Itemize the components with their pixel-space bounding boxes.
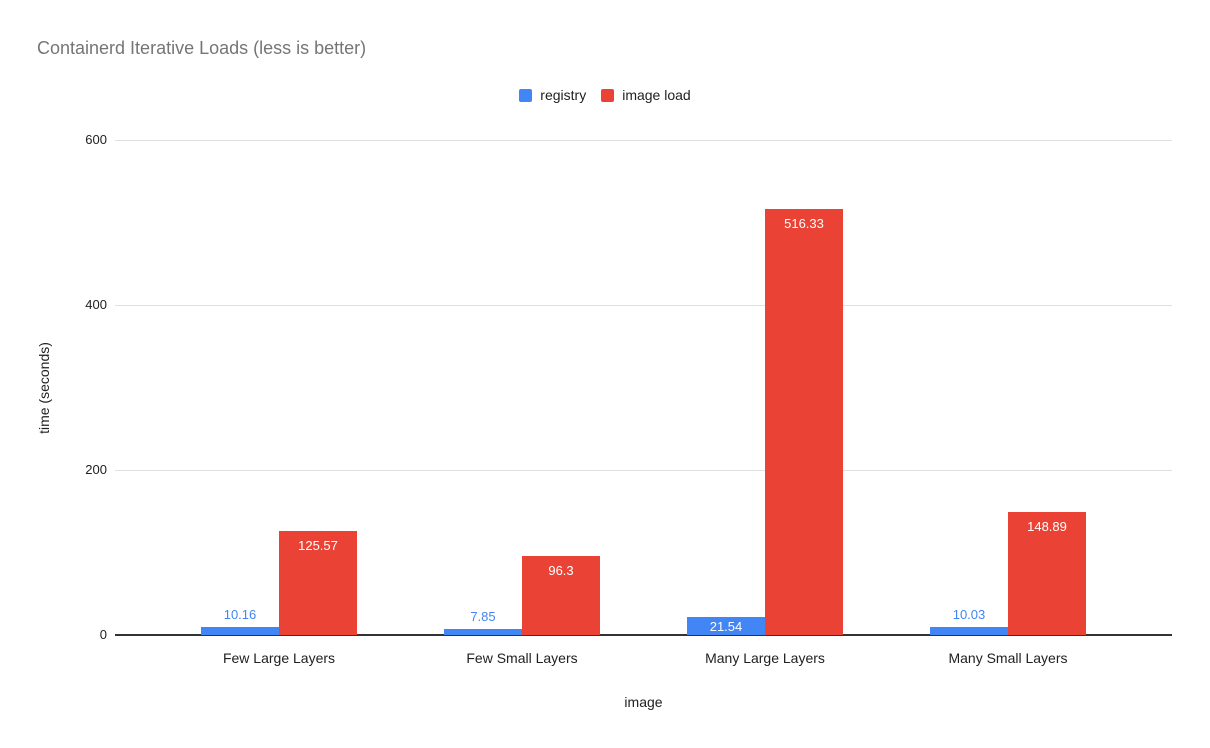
legend-label: image load <box>622 87 691 103</box>
x-tick-label: Few Large Layers <box>222 650 336 666</box>
bar-image-load <box>522 555 600 635</box>
y-tick-label: 0 <box>99 627 107 642</box>
bar-value-label: 96.3 <box>548 562 574 578</box>
bar-value-label: 10.03 <box>952 606 986 622</box>
legend-item: registry <box>519 87 586 103</box>
bar-registry <box>201 626 279 635</box>
y-axis-title: time (seconds) <box>36 342 52 434</box>
bar-registry <box>444 628 522 635</box>
x-tick-label: Many Small Layers <box>948 650 1068 666</box>
bar-registry <box>930 626 1008 635</box>
bar-image-load <box>1008 512 1086 635</box>
x-axis-line <box>115 634 1172 636</box>
bar-value-label: 148.89 <box>1027 519 1067 535</box>
x-tick-label: Few Small Layers <box>466 650 578 666</box>
legend: registry image load <box>0 87 1210 103</box>
gridline <box>115 140 1172 141</box>
bar-value-label: 7.85 <box>470 608 496 624</box>
legend-swatch-icon <box>601 88 615 102</box>
y-tick-label: 200 <box>85 462 107 477</box>
gridline <box>115 305 1172 306</box>
bar-value-label: 516.33 <box>784 216 824 232</box>
legend-swatch-icon <box>519 88 533 102</box>
chart-title: Containerd Iterative Loads (less is bett… <box>37 38 367 58</box>
legend-item: image load <box>601 87 691 103</box>
legend-label: registry <box>540 87 587 103</box>
bar-value-label: 21.54 <box>709 618 743 634</box>
bar-registry <box>687 617 765 635</box>
bar-value-label: 10.16 <box>223 606 257 622</box>
y-tick-label: 600 <box>85 132 107 147</box>
x-tick-label: Many Large Layers <box>705 650 825 666</box>
bar-value-label: 125.57 <box>298 538 338 554</box>
bar-image-load <box>765 209 843 635</box>
x-axis-title: image <box>624 694 663 710</box>
gridline <box>115 470 1172 471</box>
bar-image-load <box>279 531 357 635</box>
y-tick-label: 400 <box>85 297 107 312</box>
